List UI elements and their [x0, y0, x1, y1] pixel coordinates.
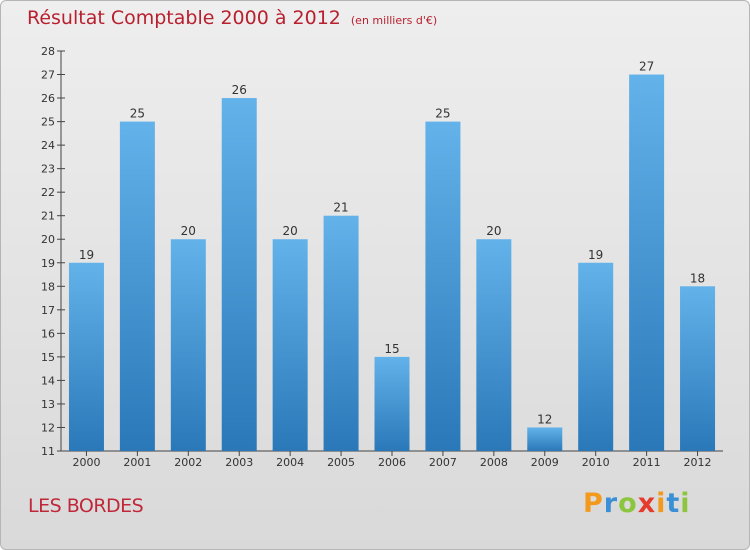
- logo-letter: r: [603, 488, 619, 519]
- x-tick-label: 2000: [72, 456, 100, 469]
- y-tick-label: 14: [41, 374, 55, 387]
- data-label: 20: [486, 224, 501, 238]
- y-tick-label: 21: [41, 210, 55, 223]
- bar: [578, 262, 614, 451]
- y-tick-label: 19: [41, 257, 55, 270]
- logo-letter: i: [680, 488, 691, 519]
- bar: [119, 121, 155, 452]
- logo-letter: x: [637, 488, 657, 519]
- bar: [272, 239, 308, 451]
- chart-title: Résultat Comptable 2000 à 2012 (en millie…: [27, 7, 437, 29]
- data-label: 18: [690, 271, 705, 285]
- bar: [323, 215, 359, 451]
- bar: [629, 74, 665, 451]
- data-label: 26: [232, 83, 247, 97]
- bar: [374, 356, 410, 451]
- data-label: 19: [588, 248, 603, 262]
- y-tick-label: 11: [41, 445, 55, 458]
- bar: [425, 121, 461, 452]
- logo-letter: o: [618, 488, 638, 519]
- y-tick-label: 18: [41, 280, 55, 293]
- data-label: 20: [283, 224, 298, 238]
- x-tick-label: 2010: [582, 456, 610, 469]
- x-tick-label: 2005: [327, 456, 355, 469]
- x-tick-label: 2012: [684, 456, 712, 469]
- x-tick-label: 2008: [480, 456, 508, 469]
- bar: [527, 427, 563, 451]
- y-tick-label: 16: [41, 327, 55, 340]
- y-tick-label: 12: [41, 421, 55, 434]
- y-tick-label: 26: [41, 92, 55, 105]
- logo-letter: P: [583, 488, 604, 519]
- bar: [680, 286, 716, 451]
- x-tick-label: 2004: [276, 456, 304, 469]
- data-label: 25: [130, 107, 145, 121]
- logo-letter: i: [656, 488, 667, 519]
- data-label: 21: [333, 201, 348, 215]
- chart-unit: (en milliers d'€): [350, 14, 438, 27]
- logo-letter: t: [666, 488, 681, 519]
- x-tick-label: 2009: [531, 456, 559, 469]
- data-label: 12: [537, 412, 552, 426]
- proxiti-logo[interactable]: Proxiti: [583, 488, 691, 519]
- data-label: 25: [435, 107, 450, 121]
- y-tick-label: 25: [41, 116, 55, 129]
- bar: [68, 262, 104, 451]
- data-label: 20: [181, 224, 196, 238]
- y-tick-label: 27: [41, 69, 55, 82]
- y-tick-label: 17: [41, 304, 55, 317]
- x-tick-label: 2007: [429, 456, 457, 469]
- y-tick-label: 22: [41, 186, 55, 199]
- data-label: 27: [639, 60, 654, 74]
- bar: [170, 239, 206, 451]
- x-tick-label: 2002: [174, 456, 202, 469]
- x-tick-label: 2003: [225, 456, 253, 469]
- chart-bars: [68, 74, 716, 452]
- y-tick-label: 23: [41, 163, 55, 176]
- data-label: 19: [79, 248, 94, 262]
- bar: [476, 239, 512, 451]
- chart-title-text: Résultat Comptable 2000 à 2012: [27, 7, 341, 29]
- y-tick-label: 13: [41, 398, 55, 411]
- x-tick-label: 2006: [378, 456, 406, 469]
- commune-name: LES BORDES: [28, 495, 144, 517]
- data-label: 15: [384, 342, 399, 356]
- x-tick-label: 2011: [633, 456, 661, 469]
- y-tick-label: 15: [41, 351, 55, 364]
- y-tick-label: 20: [41, 233, 55, 246]
- chart-labels: 2000 19 2001 25 2002 20 2003 26 2004 20 2005 21 2006…: [72, 60, 711, 469]
- y-tick-label: 28: [41, 45, 55, 58]
- bar: [221, 98, 257, 451]
- y-tick-label: 24: [41, 139, 55, 152]
- x-tick-label: 2001: [123, 456, 151, 469]
